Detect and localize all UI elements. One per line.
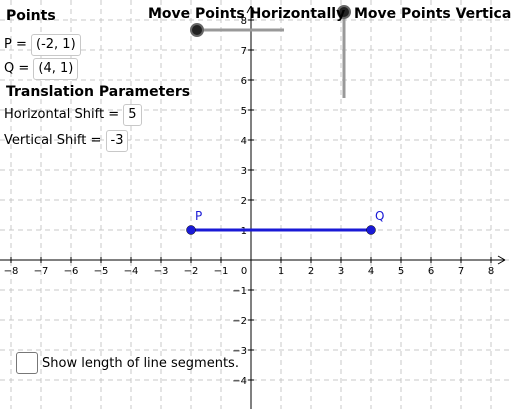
point-q-input[interactable]: (4, 1) [33,58,79,80]
tick-labels: −8−7−6−5−4−3−2−1012345678−4−3−2−11234567… [4,16,495,387]
y-tick-label: 2 [241,196,247,207]
y-tick-label: 6 [241,76,247,87]
x-tick-label: 0 [241,266,247,277]
x-tick-label: −1 [214,266,229,277]
x-tick-label: −2 [184,266,199,277]
vertical-slider-title: Move Points Vertically [354,6,512,22]
horizontal-shift-label: Horizontal Shift = [4,107,124,122]
show-length-label: Show length of line segments. [42,356,239,371]
y-tick-label: −3 [232,346,247,357]
x-tick-label: 3 [338,266,344,277]
point-q-label: Q = [4,61,34,76]
point-p[interactable] [186,225,196,235]
horizontal-shift-input[interactable]: 5 [123,104,142,126]
x-tick-label: 1 [278,266,284,277]
horizontal-shift-row: Horizontal Shift = 5 [4,104,142,126]
x-tick-label: 5 [398,266,404,277]
point-p-label: P [195,209,202,223]
x-axis-arrow [497,255,506,265]
x-tick-label: 6 [428,266,434,277]
point-p-input[interactable]: (-2, 1) [31,34,81,56]
translation-heading: Translation Parameters [6,84,191,100]
y-tick-label: 7 [241,46,247,57]
points-heading: Points [6,8,56,24]
x-tick-label: 2 [308,266,314,277]
x-tick-label: 7 [458,266,464,277]
point-q-row: Q = (4, 1) [4,58,79,80]
point-p-label: P = [4,37,31,52]
x-tick-label: −5 [94,266,109,277]
x-tick-label: −4 [124,266,139,277]
vertical-slider-knob[interactable] [337,5,351,19]
x-tick-label: 4 [368,266,374,277]
y-tick-label: −2 [232,316,247,327]
y-tick-label: −4 [232,376,247,387]
y-tick-label: −1 [232,286,247,297]
sliders[interactable] [190,5,351,98]
vertical-shift-label: Vertical Shift = [4,133,106,148]
y-tick-label: 3 [241,166,247,177]
horizontal-slider-knob[interactable] [190,23,204,37]
vertical-shift-row: Vertical Shift = -3 [4,130,129,152]
x-tick-label: −7 [34,266,49,277]
x-tick-label: −3 [154,266,169,277]
x-tick-label: −6 [64,266,79,277]
x-tick-label: −8 [4,266,19,277]
x-tick-label: 8 [488,266,494,277]
y-tick-label: 5 [241,106,247,117]
y-tick-label: 4 [241,136,247,147]
point-q-label: Q [375,209,384,223]
vertical-shift-input[interactable]: -3 [105,130,129,152]
show-length-checkbox[interactable] [16,352,38,374]
axes [0,5,506,409]
point-p-row: P = (-2, 1) [4,34,81,56]
y-tick-label: 8 [241,16,247,27]
y-axis-arrow [246,5,256,14]
horizontal-slider-title: Move Points Horizontally [148,6,346,22]
point-q[interactable] [366,225,376,235]
